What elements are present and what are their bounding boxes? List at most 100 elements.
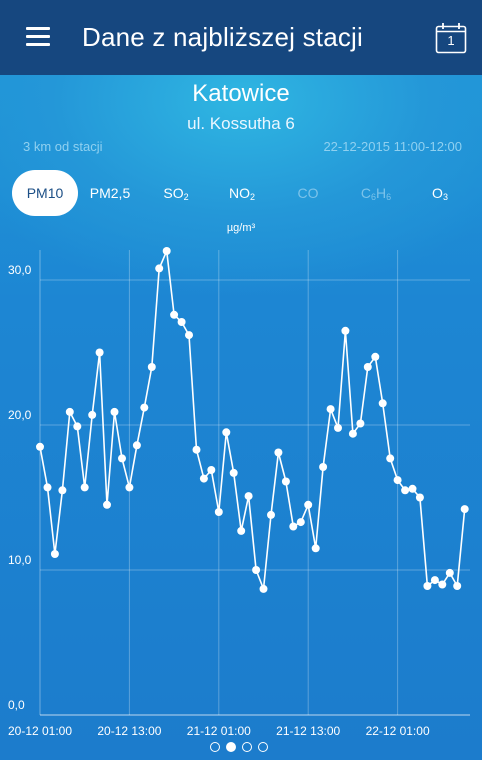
data-point	[453, 582, 462, 590]
y-tick-label: 10,0	[8, 553, 32, 567]
data-point	[73, 422, 82, 431]
page-dot[interactable]	[258, 742, 268, 752]
data-point	[155, 264, 164, 273]
data-point	[334, 423, 342, 432]
page-dot[interactable]	[226, 742, 236, 752]
data-point	[80, 483, 89, 492]
data-point	[36, 442, 44, 451]
data-point	[356, 419, 365, 428]
x-tick-label: 20-12 01:00	[8, 724, 72, 738]
data-point	[408, 484, 417, 493]
data-point	[58, 486, 67, 495]
tab-pm2-5[interactable]: PM2,5	[82, 170, 138, 216]
data-point	[259, 584, 268, 593]
data-point	[281, 477, 290, 486]
tab-subscript: 6	[370, 192, 376, 202]
data-point	[147, 363, 156, 371]
data-point	[199, 474, 208, 483]
tab-label: O	[432, 185, 443, 201]
data-point	[88, 410, 97, 419]
data-point	[50, 550, 59, 558]
pm10-series-line	[39, 250, 466, 590]
data-point	[237, 526, 246, 535]
data-point	[430, 576, 439, 585]
data-point	[177, 318, 186, 326]
unit-label: µg/m³	[226, 222, 256, 234]
tab-subscript: 6	[386, 192, 392, 202]
tab-label: CO	[297, 185, 319, 201]
x-tick-label: 22-12 01:00	[366, 724, 430, 738]
data-point	[252, 566, 261, 574]
data-point	[118, 454, 126, 463]
station-city: Katowice	[192, 80, 290, 107]
y-tick-label: 0,0	[8, 698, 25, 712]
tab-label-tail: H	[376, 185, 387, 201]
tab-o3[interactable]: O3	[416, 170, 464, 216]
data-point	[378, 399, 387, 408]
station-distance: 3 km od stacji	[23, 139, 103, 154]
tab-label: PM2,5	[89, 185, 131, 201]
tab-so2[interactable]: SO2	[150, 170, 202, 216]
tab-c6h6[interactable]: C6H6	[348, 170, 404, 216]
tab-co[interactable]: CO	[284, 170, 332, 216]
data-point	[222, 428, 231, 437]
data-point	[341, 326, 350, 335]
data-point	[214, 508, 223, 516]
data-point	[289, 522, 298, 531]
calendar-icon	[435, 23, 467, 54]
hamburger-menu-icon[interactable]	[26, 27, 50, 47]
data-point	[207, 466, 216, 474]
y-tick-label: 30,0	[8, 263, 32, 277]
data-point	[438, 580, 447, 589]
data-point	[386, 454, 395, 463]
calendar-day-number: 1	[447, 33, 455, 48]
data-point	[229, 468, 238, 477]
station-address: ul. Kossutha 6	[187, 114, 295, 133]
data-point	[170, 310, 179, 319]
data-point	[460, 505, 469, 514]
data-point	[326, 405, 335, 414]
data-point	[445, 568, 454, 577]
screen-title: Dane z najbliższej stacji	[82, 22, 364, 52]
tab-label: PM10	[26, 185, 64, 201]
x-tick-label: 20-12 13:00	[97, 724, 161, 738]
data-point	[296, 518, 305, 527]
data-point	[125, 483, 134, 492]
tab-subscript: 2	[249, 192, 255, 202]
data-point	[311, 544, 320, 553]
data-point	[267, 510, 275, 519]
data-point	[140, 403, 149, 412]
data-point	[132, 441, 141, 450]
data-point	[274, 448, 283, 457]
tab-subscript: 3	[442, 192, 448, 202]
data-point	[304, 500, 313, 509]
data-point	[423, 582, 432, 590]
measurement-time: 22-12-2015 11:00-12:00	[323, 139, 462, 154]
pollutant-tabs: PM10 PM2,5 SO2 NO2 CO C6H6 O3	[0, 170, 482, 216]
y-tick-label: 20,0	[8, 408, 32, 422]
top-app-bar: Dane z najbliższej stacji 1	[0, 0, 482, 75]
data-point	[393, 476, 402, 485]
data-point	[95, 348, 104, 357]
data-point	[110, 407, 119, 416]
data-point	[185, 331, 193, 340]
page-dot[interactable]	[210, 742, 220, 752]
x-tick-label: 21-12 01:00	[187, 724, 251, 738]
data-point	[319, 463, 328, 471]
tab-label: SO	[163, 185, 184, 201]
page-dot[interactable]	[242, 742, 252, 752]
x-tick-label: 21-12 13:00	[276, 724, 340, 738]
data-point	[244, 492, 253, 501]
tab-label: NO	[228, 185, 250, 201]
tab-no2[interactable]: NO2	[216, 170, 268, 216]
calendar-button[interactable]: 1	[435, 22, 467, 54]
tab-pm10[interactable]: PM10	[12, 170, 78, 216]
data-point	[65, 407, 74, 416]
data-point	[415, 493, 424, 502]
data-point	[401, 486, 410, 495]
data-point	[162, 247, 171, 255]
data-point	[192, 445, 201, 454]
data-point	[363, 363, 372, 371]
